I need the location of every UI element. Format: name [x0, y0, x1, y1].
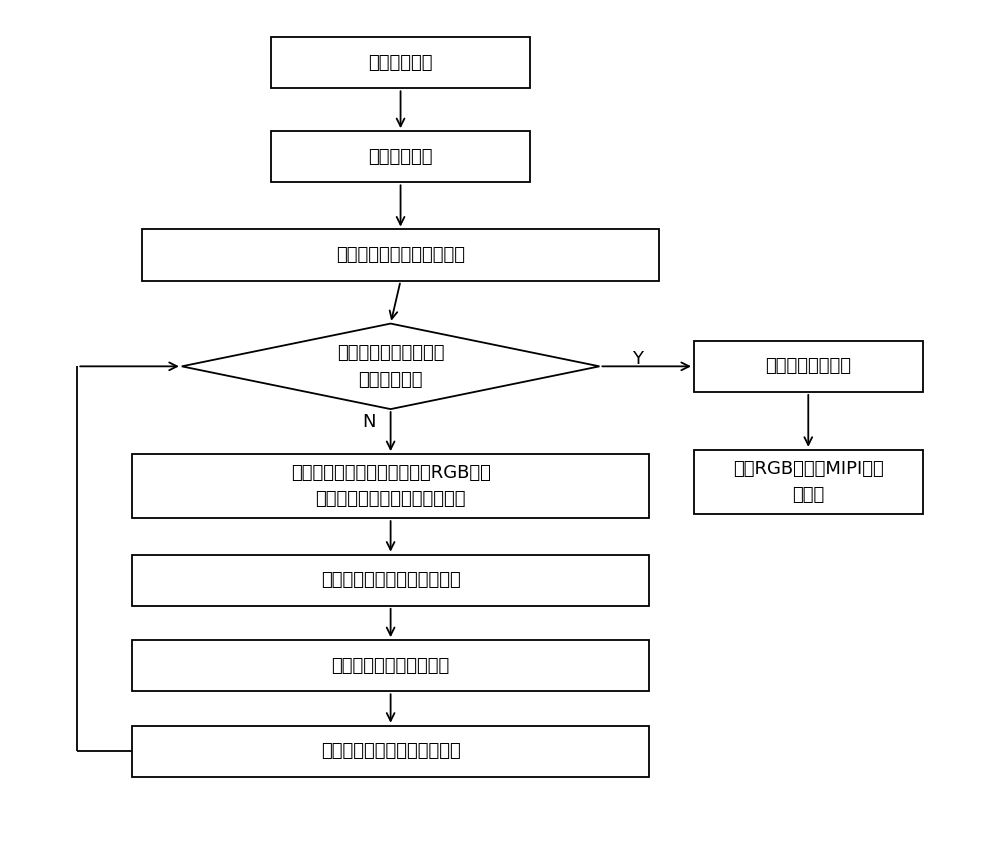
FancyBboxPatch shape	[694, 449, 923, 514]
FancyBboxPatch shape	[271, 37, 530, 89]
FancyBboxPatch shape	[132, 640, 649, 691]
Text: 缩短收发命令之间的时间间隔: 缩短收发命令之间的时间间隔	[321, 571, 460, 589]
Polygon shape	[182, 324, 599, 409]
Text: 在一个帧消隐区内完成
所有指令收发: 在一个帧消隐区内完成 所有指令收发	[337, 344, 444, 388]
FancyBboxPatch shape	[132, 554, 649, 606]
FancyBboxPatch shape	[694, 341, 923, 392]
FancyBboxPatch shape	[271, 131, 530, 183]
Text: 帧消隐区检测: 帧消隐区检测	[368, 53, 433, 71]
Text: Y: Y	[632, 350, 643, 369]
Text: 在一个帧消隐区内收发指令: 在一个帧消隐区内收发指令	[336, 246, 465, 264]
FancyBboxPatch shape	[132, 454, 649, 518]
Text: 检测到新的帧消隐区标识: 检测到新的帧消隐区标识	[331, 657, 450, 675]
Text: 在新帧消隐区内重新收发指令: 在新帧消隐区内重新收发指令	[321, 742, 460, 760]
FancyBboxPatch shape	[132, 726, 649, 777]
Text: 开始RGB信号到MIPI信号
的转换: 开始RGB信号到MIPI信号 的转换	[733, 460, 884, 504]
Text: N: N	[362, 413, 375, 431]
Text: 帧消隐标识结束时开始下一帧RGB图像
数据转换，并生成第二状态信号: 帧消隐标识结束时开始下一帧RGB图像 数据转换，并生成第二状态信号	[291, 464, 491, 508]
Text: 生成第一状态信号: 生成第一状态信号	[765, 357, 851, 375]
Text: 模组参数设置: 模组参数设置	[368, 148, 433, 166]
FancyBboxPatch shape	[142, 230, 659, 281]
